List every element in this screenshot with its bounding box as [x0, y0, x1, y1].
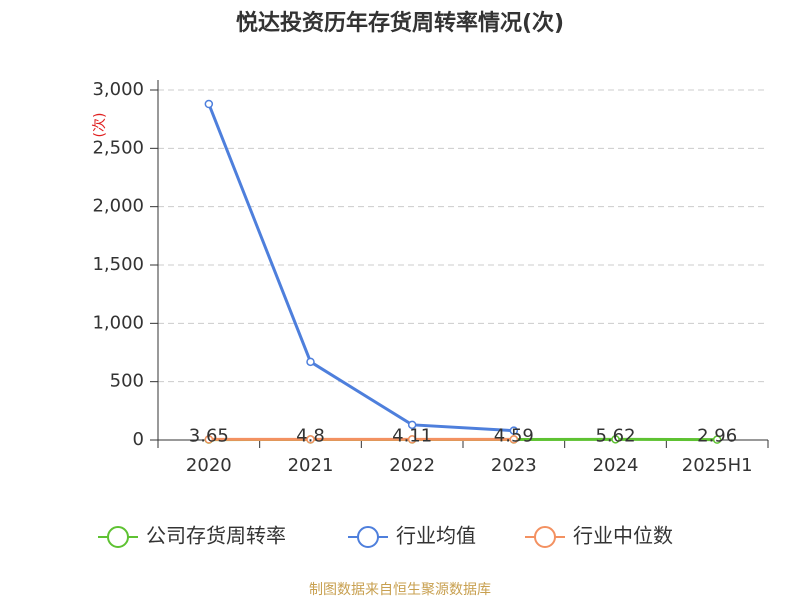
- x-tick-label: 2022: [389, 455, 435, 476]
- chart-title: 悦达投资历年存货周转率情况(次): [236, 10, 564, 36]
- x-tick-label: 2024: [593, 455, 639, 476]
- x-tick-label: 2025H1: [682, 455, 753, 476]
- point: [509, 426, 519, 435]
- point: [204, 435, 214, 444]
- source-note: 制图数据来自恒生聚源数据库: [309, 582, 491, 598]
- y-tick-label: 3,000: [92, 79, 144, 100]
- data-label: 4.59: [494, 425, 534, 446]
- data-label: 3.65: [189, 426, 229, 447]
- y-tick-label: 500: [110, 371, 144, 392]
- point: [509, 435, 519, 444]
- point: [306, 357, 315, 367]
- point: [407, 435, 417, 444]
- y-tick-label: 0: [133, 429, 144, 450]
- y-tick-label: 2,000: [92, 196, 144, 217]
- y-tick-label: 2,500: [92, 137, 144, 158]
- data-label: 4.8: [296, 425, 325, 446]
- y-tick-label: 1,000: [92, 312, 144, 333]
- y-axis-label: (次): [92, 113, 108, 138]
- legend-label: 行业均值: [396, 524, 476, 548]
- x-tick-label: 2023: [491, 455, 537, 476]
- point: [407, 420, 417, 430]
- legend-label: 公司存货周转率: [146, 524, 286, 548]
- point: [611, 435, 620, 444]
- data-label: 2.96: [697, 426, 737, 447]
- point: [306, 435, 315, 444]
- x-tick-label: 2020: [186, 455, 232, 476]
- point: [204, 99, 214, 109]
- legend-label: 行业中位数: [573, 524, 673, 548]
- x-tick-label: 2021: [288, 455, 334, 476]
- legend-marker: [107, 526, 129, 548]
- point: [712, 435, 722, 444]
- series-line: [207, 103, 514, 433]
- data-label: 4.11: [392, 426, 432, 447]
- data-label: 5.62: [595, 425, 635, 446]
- y-tick-label: 1,500: [92, 254, 144, 275]
- legend-marker: [357, 526, 379, 548]
- legend-marker: [534, 526, 556, 548]
